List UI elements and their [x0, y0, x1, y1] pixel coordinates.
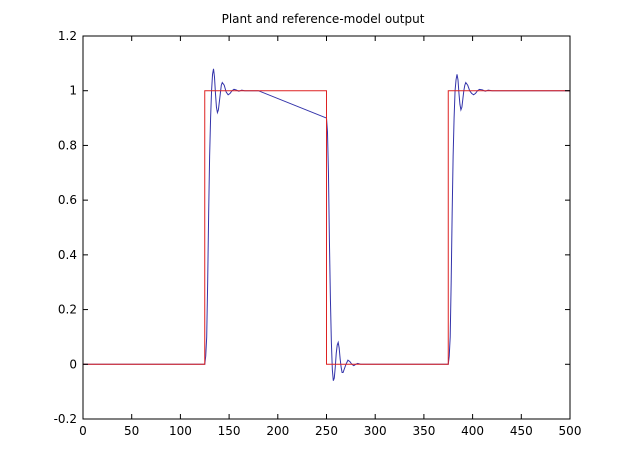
x-tick-label: 100	[169, 424, 192, 438]
x-tick-label: 250	[315, 424, 338, 438]
y-tick-label: -0.2	[54, 412, 77, 426]
y-tick-label: 0.4	[58, 248, 77, 262]
axis-tick-labels: 0 50 100 150 200 250 300 350 400 450 500-0.200.20.…	[54, 29, 582, 438]
y-tick-label: 0	[69, 357, 77, 371]
x-tick-label: 0	[79, 424, 87, 438]
plot-lines	[83, 68, 570, 381]
y-tick-label: 1	[69, 84, 77, 98]
y-tick-label: 0.2	[58, 303, 77, 317]
x-tick-label: 350	[412, 424, 435, 438]
axis-ticks	[82, 35, 571, 420]
y-tick-label: 0.8	[58, 138, 77, 152]
y-tick-label: 0.6	[58, 193, 77, 207]
x-tick-label: 200	[266, 424, 289, 438]
x-tick-label: 300	[364, 424, 387, 438]
y-tick-label: 1.2	[58, 29, 77, 43]
chart-title: Plant and reference-model output	[222, 12, 425, 26]
x-tick-label: 150	[218, 424, 241, 438]
x-tick-label: 50	[124, 424, 139, 438]
x-tick-label: 450	[510, 424, 533, 438]
x-tick-label: 500	[559, 424, 582, 438]
series-line-1	[83, 68, 570, 381]
series-line-2	[83, 90, 570, 365]
x-tick-label: 400	[461, 424, 484, 438]
